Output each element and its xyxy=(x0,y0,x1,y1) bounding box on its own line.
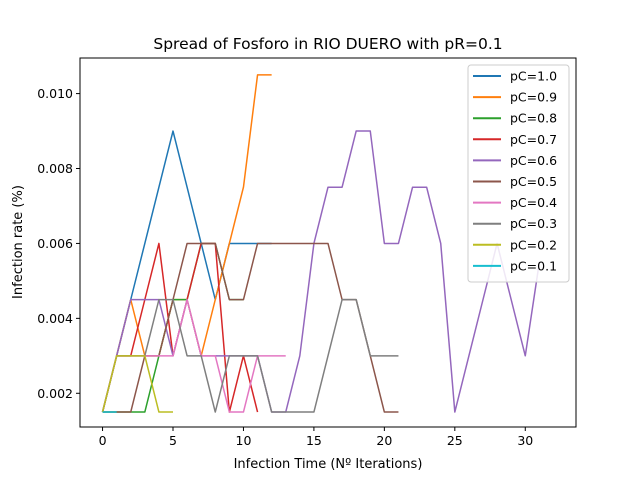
x-tick-label: 5 xyxy=(169,433,177,448)
legend-label-3: pC=0.7 xyxy=(510,132,557,147)
legend-label-8: pC=0.2 xyxy=(510,237,557,252)
legend-label-0: pC=1.0 xyxy=(510,69,557,84)
legend-label-9: pC=0.1 xyxy=(510,258,557,273)
x-axis-label: Infection Time (Nº Iterations) xyxy=(234,457,423,472)
series-layer xyxy=(101,74,541,413)
x-tick-label: 10 xyxy=(236,433,252,448)
y-tick-label: 0.002 xyxy=(37,386,73,401)
y-tick-label: 0.004 xyxy=(37,311,73,326)
legend-label-5: pC=0.5 xyxy=(510,174,557,189)
x-tick-label: 15 xyxy=(306,433,322,448)
x-tick-label: 20 xyxy=(376,433,392,448)
legend: pC=1.0 pC=0.9 pC=0.8 pC=0.7 pC=0.6 pC=0.5 pC=0… xyxy=(467,64,570,283)
y-tick-label: 0.008 xyxy=(37,161,73,176)
x-tick-label: 25 xyxy=(447,433,463,448)
y-axis-label: Infection rate (%) xyxy=(11,185,26,299)
x-tick-label: 0 xyxy=(99,433,107,448)
legend-box xyxy=(467,64,570,283)
series-line-7 xyxy=(101,298,399,413)
plot-frame xyxy=(79,57,577,428)
legend-label-4: pC=0.6 xyxy=(510,153,557,168)
chart-title: Spread of Fosforo in RIO DUERO with pR=0… xyxy=(153,35,502,53)
y-axis: 0.002 0.004 0.006 0.008 0.010 xyxy=(37,86,80,401)
legend-label-6: pC=0.4 xyxy=(510,195,557,210)
x-tick-label: 30 xyxy=(517,433,533,448)
series-line-8 xyxy=(101,355,173,413)
y-tick-label: 0.006 xyxy=(37,236,73,251)
legend-label-2: pC=0.8 xyxy=(510,111,557,126)
legend-label-7: pC=0.3 xyxy=(510,216,557,231)
legend-label-1: pC=0.9 xyxy=(510,90,557,105)
y-tick-label: 0.010 xyxy=(37,86,73,101)
x-axis: 0 5 10 15 20 25 30 xyxy=(99,427,533,448)
